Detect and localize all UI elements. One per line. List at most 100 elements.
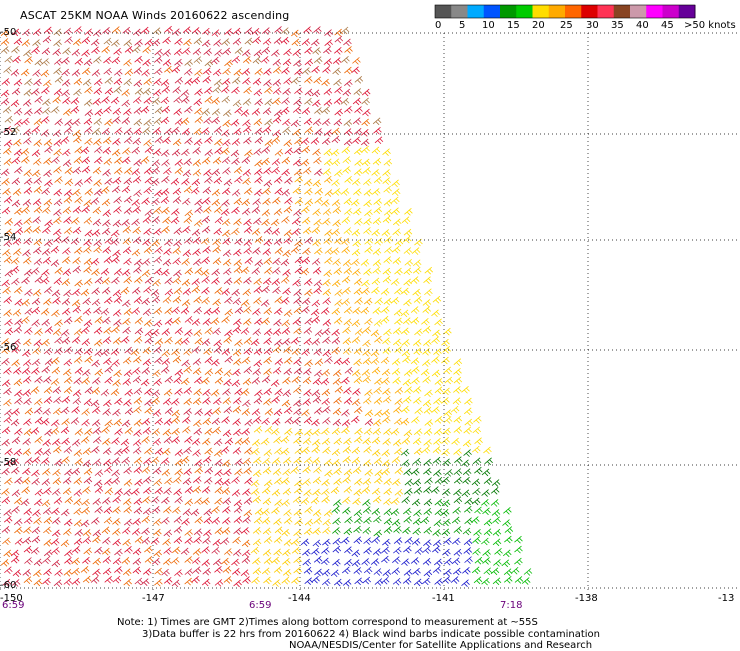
wind-barb [22, 568, 32, 577]
wind-barb [231, 568, 241, 576]
wind-barb [412, 386, 422, 394]
wind-barb [422, 325, 432, 334]
wind-barb [283, 509, 292, 517]
wind-barb [422, 299, 432, 307]
wind-barb [52, 386, 62, 394]
wind-barb [251, 267, 261, 275]
wind-barb [211, 505, 220, 514]
wind-barb [110, 238, 120, 246]
wind-barb [301, 256, 311, 265]
wind-barb [51, 419, 60, 428]
wind-barb [352, 306, 361, 315]
wind-barb [263, 79, 272, 87]
wind-barb [291, 29, 300, 38]
wind-barb [63, 316, 73, 325]
scale-label-25: 25 [560, 20, 573, 31]
wind-barb [434, 508, 444, 517]
wind-barb [231, 476, 240, 484]
wind-barb [423, 526, 433, 535]
wind-barb [393, 308, 403, 317]
wind-barb [174, 118, 184, 126]
wind-barb [173, 376, 183, 384]
wind-barb [53, 139, 63, 147]
wind-barb [472, 536, 481, 545]
wind-barb [450, 405, 460, 414]
wind-barb [182, 416, 191, 424]
wind-barb [272, 328, 282, 336]
wind-barb [23, 418, 32, 426]
lat-label-58: -58 [0, 457, 17, 468]
wind-barb [274, 247, 284, 255]
wind-barb [333, 317, 343, 325]
wind-barb [151, 38, 161, 47]
wind-barb [141, 515, 151, 524]
wind-barb [54, 118, 64, 126]
wind-barb [163, 167, 172, 176]
wind-barb [232, 297, 242, 306]
wind-barb [92, 529, 102, 538]
wind-barb [343, 437, 352, 446]
wind-barb [141, 537, 151, 545]
wind-barb [311, 226, 321, 234]
wind-barb [333, 578, 343, 587]
wind-barb [21, 156, 30, 164]
wind-barb [222, 397, 232, 405]
wind-barb [12, 237, 22, 246]
wind-barb [294, 486, 303, 495]
wind-barb [102, 219, 111, 227]
wind-barb [312, 428, 321, 437]
wind-barb [42, 107, 51, 115]
wind-barb [13, 378, 23, 387]
wind-barb [294, 447, 304, 455]
wind-barb [343, 267, 353, 275]
wind-barb [273, 318, 282, 327]
wind-barb [71, 336, 81, 344]
wind-barb [310, 496, 320, 505]
wind-barb [231, 86, 240, 95]
wind-barb [202, 27, 211, 36]
wind-barb [94, 339, 103, 347]
wind-barb [481, 489, 490, 497]
wind-barb [82, 67, 91, 76]
wind-barb [153, 549, 162, 558]
wind-barb [344, 176, 353, 184]
wind-barb [140, 26, 150, 35]
wind-barb [321, 495, 330, 504]
wind-barb [281, 327, 291, 335]
wind-barb [31, 477, 40, 486]
wind-barb [14, 389, 23, 398]
wind-barb [24, 78, 33, 87]
wind-barb [260, 56, 270, 64]
wind-barb [33, 238, 43, 246]
wind-barb [244, 27, 254, 35]
wind-barb [221, 129, 230, 137]
wind-barb [371, 536, 381, 544]
wind-barb [194, 107, 203, 116]
wind-barb [251, 408, 261, 416]
wind-barb [173, 239, 182, 248]
wind-barb [441, 437, 450, 445]
wind-barb [363, 227, 372, 235]
wind-barb [133, 258, 143, 267]
wind-barb [382, 267, 392, 276]
wind-barb [41, 116, 50, 124]
wind-barb [3, 367, 12, 375]
wind-barb [272, 457, 281, 465]
wind-barb [404, 536, 414, 545]
wind-barb [133, 429, 142, 437]
wind-barb [244, 447, 253, 455]
wind-barb [362, 166, 372, 175]
wind-barb [294, 479, 303, 488]
wind-barb [92, 427, 102, 435]
wind-barb [111, 56, 121, 65]
wind-barb [341, 419, 351, 427]
wind-barb [221, 218, 231, 227]
wind-barb [362, 349, 371, 357]
wind-barb [71, 557, 80, 566]
wind-barb [222, 109, 232, 117]
wind-barb [330, 569, 340, 578]
wind-barb [261, 157, 270, 166]
wind-barb [202, 318, 212, 326]
wind-barb [13, 148, 23, 157]
wind-barb [342, 88, 352, 97]
